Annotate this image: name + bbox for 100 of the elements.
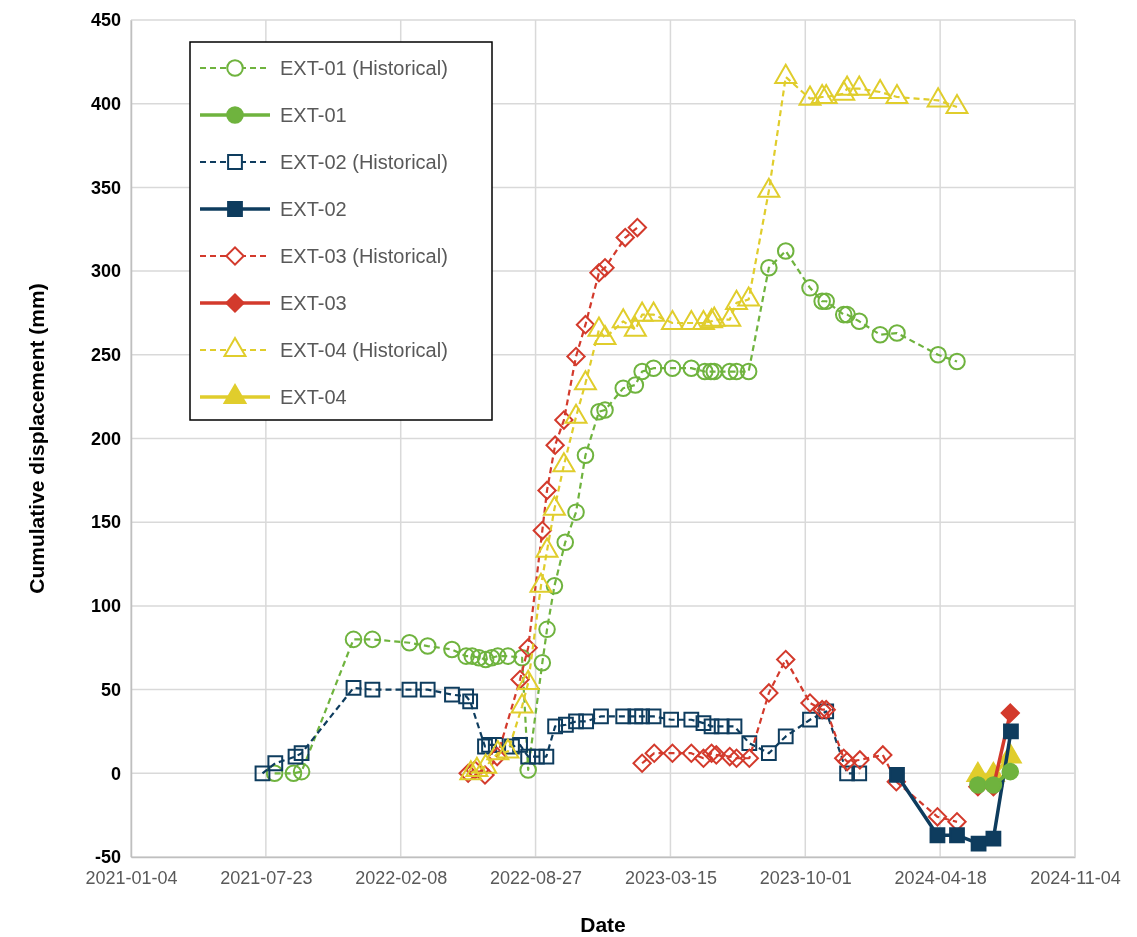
point — [800, 693, 820, 713]
point — [576, 446, 595, 464]
point — [477, 738, 493, 755]
point — [575, 315, 596, 335]
point — [363, 630, 382, 649]
point — [695, 715, 712, 731]
x-tick-label: 2022-08-27 — [490, 867, 583, 888]
point — [720, 362, 739, 381]
point — [615, 708, 632, 725]
point — [949, 827, 965, 844]
point — [513, 649, 531, 667]
point — [489, 647, 507, 665]
legend-label: EXT-04 — [280, 386, 347, 408]
y-axis-title: Cumulative displacement (mm) — [25, 283, 48, 594]
point — [720, 746, 740, 767]
point — [458, 688, 475, 705]
legend-label: EXT-01 (Historical) — [280, 57, 448, 79]
point — [558, 716, 574, 733]
point — [703, 718, 720, 735]
point — [696, 362, 714, 381]
point — [554, 410, 574, 430]
point — [759, 683, 779, 703]
point — [681, 743, 701, 763]
point — [726, 748, 747, 768]
point — [850, 750, 870, 770]
point — [595, 258, 615, 278]
point — [545, 435, 565, 455]
point — [839, 765, 855, 782]
point — [532, 520, 552, 541]
point — [345, 680, 362, 696]
y-tick-label: 0 — [110, 763, 121, 784]
point — [927, 807, 948, 827]
point — [510, 669, 530, 690]
point — [512, 736, 528, 753]
point — [888, 324, 906, 342]
point — [344, 630, 363, 649]
point — [634, 708, 650, 725]
point — [284, 764, 303, 783]
point — [287, 748, 304, 765]
point — [590, 402, 608, 421]
point — [400, 633, 419, 652]
legend-label: EXT-03 — [280, 292, 347, 314]
point — [702, 362, 720, 381]
y-tick-label: 100 — [90, 596, 121, 617]
point — [663, 711, 679, 728]
point — [267, 755, 284, 772]
x-tick-label: 2024-04-18 — [894, 867, 987, 888]
point — [593, 708, 609, 725]
point — [567, 503, 585, 521]
point — [739, 748, 759, 768]
point — [254, 765, 271, 782]
point — [889, 767, 905, 783]
point — [627, 217, 648, 238]
point — [596, 401, 614, 419]
point — [487, 746, 507, 767]
point — [476, 650, 495, 669]
x-axis-title: Date — [580, 913, 626, 936]
point — [1003, 723, 1019, 740]
point — [873, 745, 893, 765]
point — [556, 533, 575, 552]
point — [518, 638, 538, 658]
point — [929, 346, 947, 364]
point — [693, 748, 714, 768]
y-tick-label: 300 — [90, 261, 121, 282]
point — [482, 649, 501, 667]
point — [929, 827, 946, 844]
point — [520, 748, 537, 765]
point — [948, 352, 966, 371]
point — [817, 292, 835, 310]
point — [760, 745, 777, 762]
point — [419, 681, 436, 698]
point — [589, 263, 609, 283]
point — [760, 258, 778, 277]
point — [499, 647, 517, 665]
point — [662, 743, 683, 763]
point — [444, 686, 460, 703]
point — [418, 637, 437, 655]
point — [727, 362, 746, 381]
point — [1000, 703, 1020, 723]
point — [776, 242, 795, 260]
point — [851, 765, 868, 782]
point — [463, 647, 481, 665]
y-tick-label: 450 — [90, 10, 121, 31]
point — [713, 718, 730, 735]
y-tick-label: -50 — [94, 847, 121, 868]
y-tick-label: 50 — [100, 679, 121, 700]
point — [627, 708, 644, 725]
point — [663, 359, 682, 377]
point — [850, 312, 869, 331]
point — [615, 227, 635, 248]
point — [701, 743, 722, 763]
x-tick-label: 2021-01-04 — [85, 867, 178, 888]
point — [538, 748, 555, 765]
y-tick-label: 250 — [90, 345, 121, 366]
point — [578, 713, 595, 730]
point — [529, 748, 545, 765]
point — [970, 835, 987, 852]
point — [614, 379, 633, 398]
legend-label: EXT-04 (Historical) — [280, 339, 448, 361]
point — [726, 718, 743, 735]
